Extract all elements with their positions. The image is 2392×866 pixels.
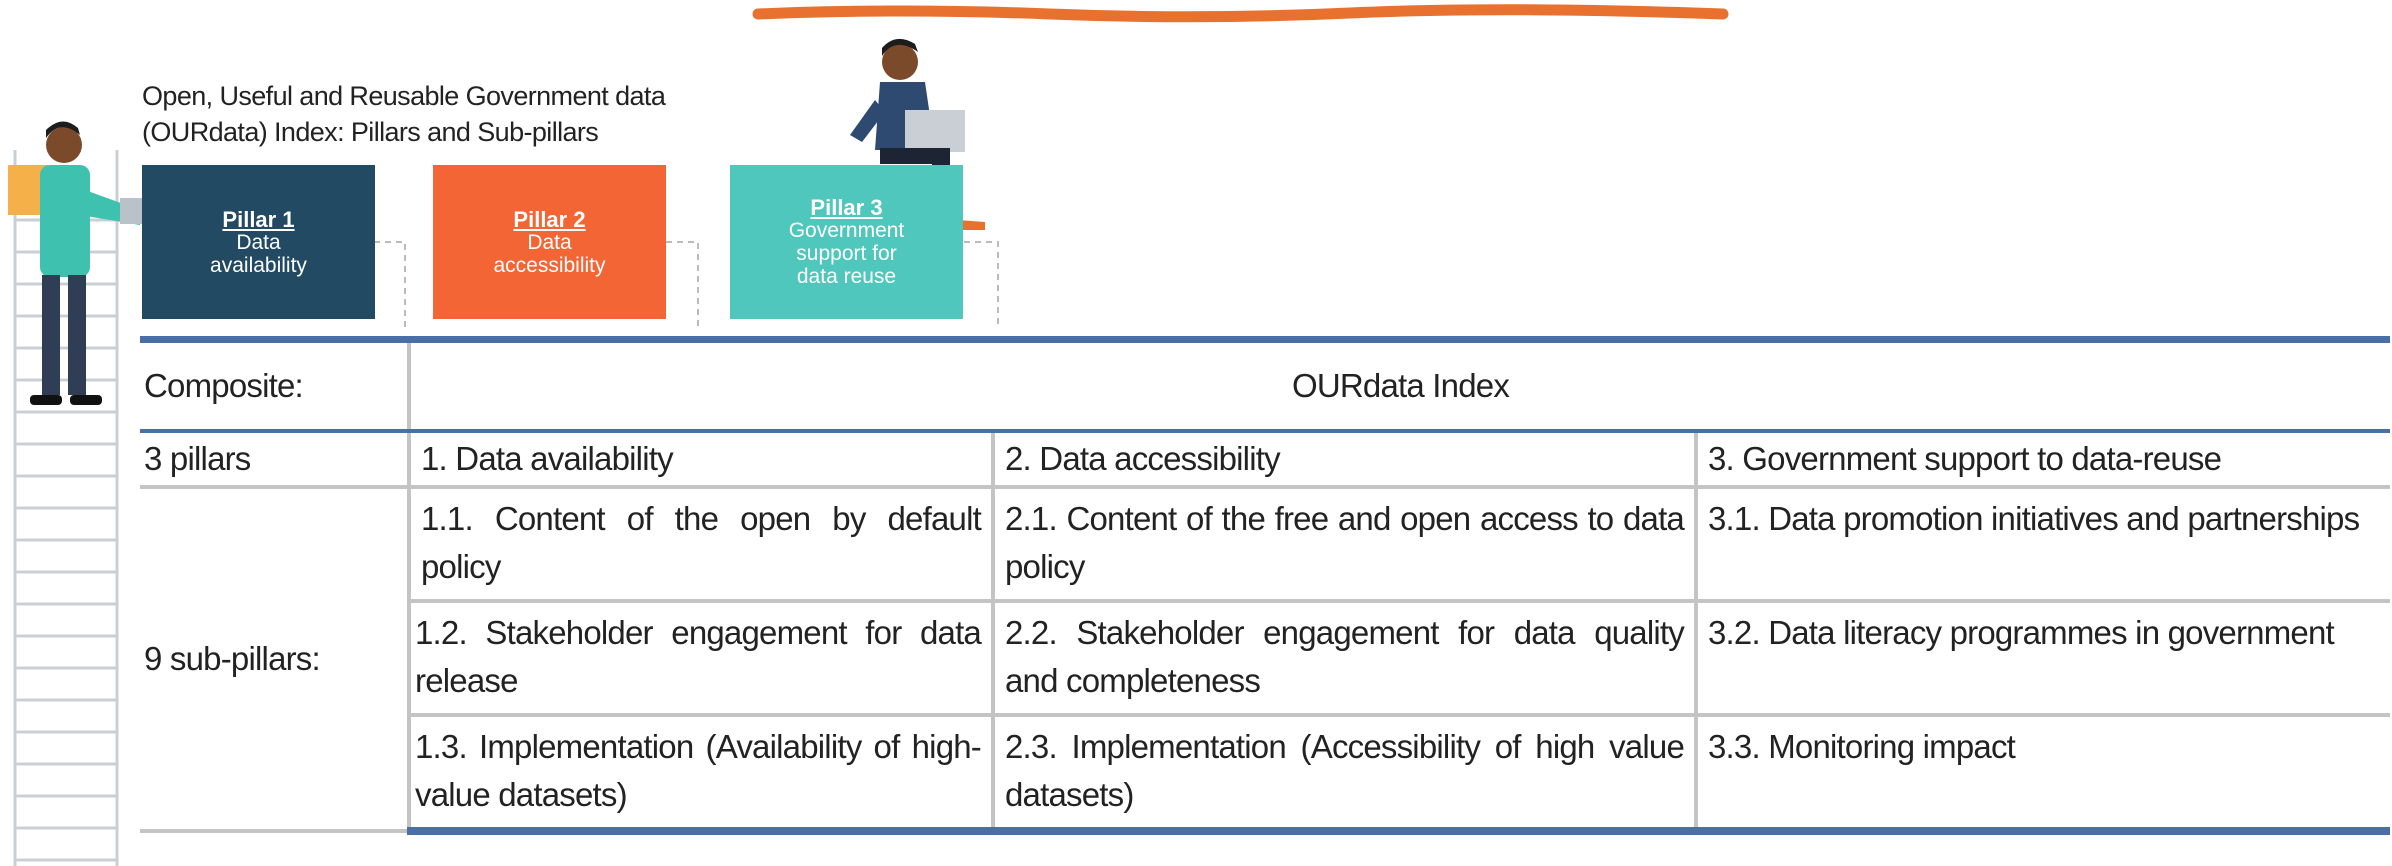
row-label: 9 sub-pillars: (140, 485, 411, 833)
cell: 1.2. Stakeholder engagement for data rel… (409, 599, 995, 717)
person-left (30, 121, 158, 405)
pillar-box: Pillar 2 Data accessibility (433, 165, 666, 319)
pillar-number: Pillar 2 (513, 206, 586, 232)
cell: 1.3. Implementation (Availability of hig… (409, 713, 995, 835)
cell: 2.2. Stakeholder engagement for data qua… (991, 599, 1698, 717)
cell: 2. Data accessibility (991, 429, 1698, 489)
orange-stroke (752, 4, 1729, 23)
table-row: 1.3. Implementation (Availability of hig… (140, 713, 2390, 835)
row-label: 3 pillars (140, 429, 411, 489)
cell: 1. Data availability (407, 429, 995, 489)
cell: 3.3. Monitoring impact (1694, 713, 2390, 835)
table-row: 3 pillars 1. Data availability 2. Data a… (140, 429, 2390, 489)
cell: 2.1. Content of the free and open access… (991, 485, 1698, 603)
pillar-number: Pillar 1 (222, 206, 295, 232)
cell: 3. Government support to data-reuse (1694, 429, 2390, 489)
title: Open, Useful and Reusable Government dat… (142, 81, 666, 147)
dashed-connectors (374, 241, 999, 328)
pillar-number: Pillar 3 (810, 195, 883, 220)
person-top (850, 38, 985, 230)
cell: 1.1. Content of the open by default poli… (407, 485, 995, 603)
table-row: 9 sub-pillars: 1.1. Content of the open … (140, 485, 2390, 833)
table-row: 1.2. Stakeholder engagement for data rel… (140, 599, 2390, 717)
index-table: Composite: OURdata Index 3 pillars 1. Da… (140, 336, 2390, 835)
cell: 3.2. Data literacy programmes in governm… (1694, 599, 2390, 717)
pillar-box: Pillar 3 Government support for data reu… (730, 165, 963, 319)
ladder (13, 150, 119, 866)
cell: 3.1. Data promotion initiatives and part… (1694, 485, 2390, 603)
pillar-label: Data accessibility (493, 230, 606, 277)
pillar-label: Government support for data reuse (788, 219, 905, 288)
cell: OURdata Index (407, 336, 2390, 433)
pillar-box: Pillar 1 Data availability (142, 165, 375, 319)
cell: 2.3. Implementation (Accessibility of hi… (991, 713, 1698, 835)
row-label: Composite: (140, 336, 411, 433)
table-row: Composite: OURdata Index (140, 336, 2390, 433)
pillar-label: Data availability (210, 230, 307, 277)
